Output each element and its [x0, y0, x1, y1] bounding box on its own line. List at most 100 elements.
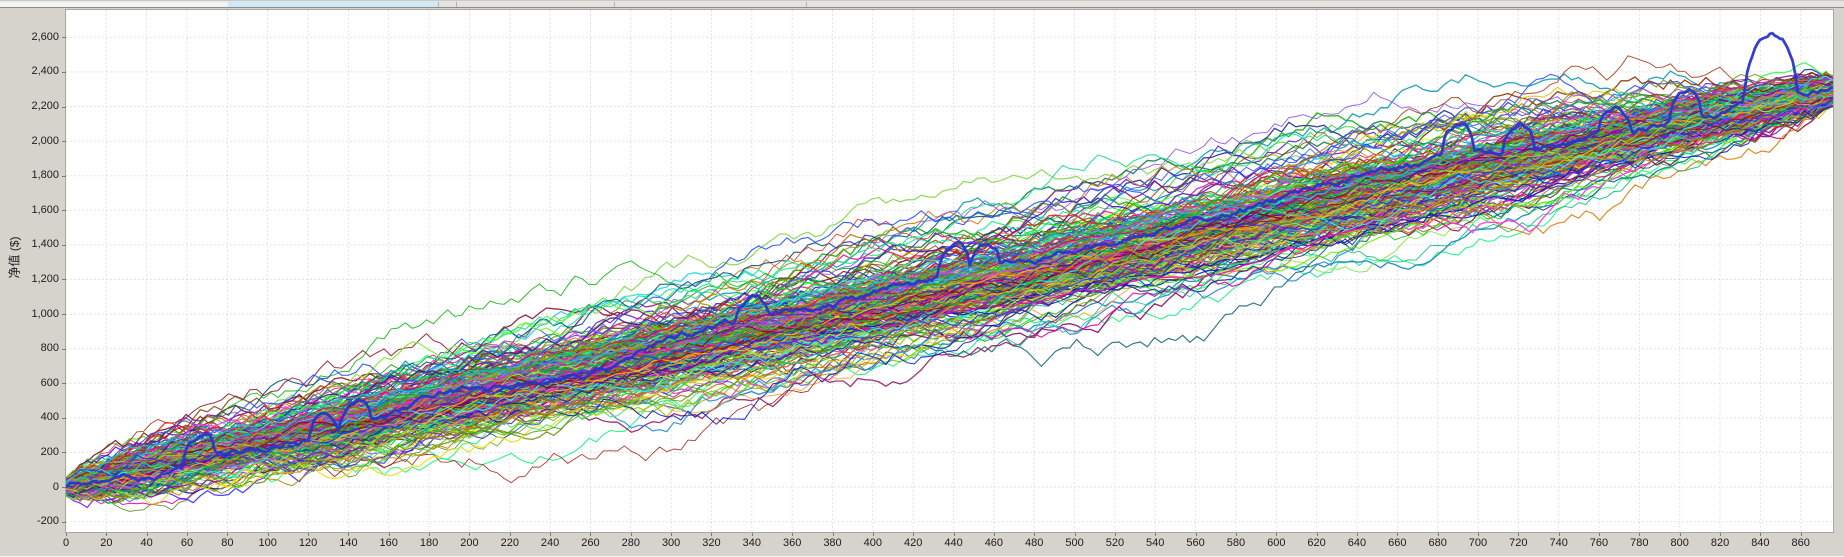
x-axis-tick	[267, 533, 269, 536]
x-tick-label: 840	[1751, 537, 1770, 549]
x-tick-label: 600	[1267, 537, 1286, 549]
x-axis-tick	[1518, 533, 1520, 536]
x-axis-tick	[550, 533, 552, 536]
tab-divider	[456, 2, 457, 8]
x-tick-label: 0	[62, 537, 70, 549]
y-tick-label: 0	[52, 480, 59, 493]
x-tick-label: 280	[621, 537, 640, 549]
x-tick-label: 100	[258, 537, 277, 549]
x-axis-tick	[1760, 533, 1762, 536]
x-tick-label: 340	[742, 537, 761, 549]
x-tick-label: 860	[1791, 537, 1810, 549]
y-tick-label: 1,400	[31, 238, 59, 251]
tab-divider	[614, 2, 615, 8]
y-axis-tick	[62, 452, 66, 454]
y-tick-label: 1,200	[31, 272, 59, 285]
tab-divider	[438, 2, 439, 8]
x-tick-label: 380	[823, 537, 842, 549]
x-tick-label: 800	[1670, 537, 1689, 549]
y-axis-tick	[62, 106, 66, 108]
y-tick-label: -200	[36, 515, 59, 528]
x-axis-tick	[1720, 533, 1722, 536]
y-axis-tick	[62, 521, 66, 523]
series-line	[66, 90, 1833, 488]
x-axis-tick	[1800, 533, 1802, 536]
x-tick-label: 500	[1065, 537, 1084, 549]
x-axis-tick	[872, 533, 874, 536]
tab-strip-left-segment	[0, 2, 228, 8]
x-axis-tick	[792, 533, 794, 536]
series-line	[66, 78, 1833, 497]
x-tick-label: 680	[1428, 537, 1447, 549]
x-axis-tick	[308, 533, 310, 536]
x-axis-tick	[590, 533, 592, 536]
series-line	[66, 75, 1833, 483]
y-tick-label: 800	[40, 342, 59, 355]
simulation-series-group	[66, 55, 1833, 512]
x-tick-label: 200	[460, 537, 479, 549]
chart-panel: 净值 ($) 0 20 40 60 80 100 120 140 160 180 200 220 240…	[0, 7, 1844, 557]
series-line	[66, 86, 1833, 483]
x-axis-tick	[509, 533, 511, 536]
x-tick-label: 60	[180, 537, 194, 549]
y-tick-label: 2,600	[31, 30, 59, 43]
x-tick-label: 40	[140, 537, 153, 549]
series-line	[66, 90, 1833, 498]
series-line	[66, 101, 1833, 491]
x-axis-tick	[1558, 533, 1560, 536]
x-axis-tick	[711, 533, 713, 536]
x-axis-tick	[1639, 533, 1641, 536]
x-tick-label: 420	[904, 537, 923, 549]
y-axis-tick	[62, 487, 66, 489]
x-axis-tick	[1316, 533, 1318, 536]
x-axis-tick	[1074, 533, 1076, 536]
x-axis-tick	[1235, 533, 1237, 536]
y-tick-label: 1,600	[31, 203, 59, 216]
x-axis-tick	[671, 533, 673, 536]
x-axis-tick	[1437, 533, 1439, 536]
x-axis-tick	[953, 533, 955, 536]
y-axis-title: 净值 ($)	[7, 236, 22, 279]
y-axis-tick	[62, 71, 66, 73]
x-tick-label: 700	[1468, 537, 1488, 549]
x-tick-label: 640	[1347, 537, 1367, 549]
y-tick-label: 2,000	[31, 134, 59, 147]
x-axis-tick	[429, 533, 431, 536]
series-line	[66, 100, 1833, 501]
x-tick-label: 80	[221, 537, 234, 549]
active-tab-sliver[interactable]	[228, 2, 438, 8]
x-tick-label: 560	[1186, 537, 1205, 549]
x-tick-label: 20	[100, 537, 113, 549]
series-line	[66, 72, 1833, 482]
x-axis-tick	[388, 533, 390, 536]
x-axis-tick	[1397, 533, 1399, 536]
x-axis-tick	[106, 533, 108, 536]
series-line	[66, 78, 1833, 493]
x-tick-label: 440	[944, 537, 963, 549]
x-tick-label: 460	[984, 537, 1004, 549]
y-tick-label: 1,800	[31, 169, 59, 182]
tab-strip	[0, 0, 1844, 8]
y-axis-tick	[62, 37, 66, 39]
y-axis-tick	[62, 279, 66, 281]
x-axis-tick	[187, 533, 189, 536]
y-axis-tick	[62, 314, 66, 316]
x-tick-label: 740	[1549, 537, 1568, 549]
plot-area[interactable]	[65, 9, 1834, 533]
x-axis-tick	[469, 533, 471, 536]
x-tick-label: 160	[379, 537, 398, 549]
series-line	[66, 80, 1833, 496]
x-tick-label: 320	[702, 537, 721, 549]
y-tick-label: 1,000	[31, 307, 59, 320]
x-tick-label: 760	[1589, 537, 1609, 549]
x-tick-label: 120	[298, 537, 318, 549]
x-axis-tick	[1599, 533, 1600, 536]
x-axis-tick	[1034, 533, 1036, 536]
x-axis-tick	[348, 533, 350, 536]
y-tick-label: 2,200	[31, 100, 59, 112]
x-axis-tick	[66, 533, 67, 536]
x-tick-label: 140	[339, 537, 358, 549]
highlight-series-line	[66, 31, 1833, 489]
x-axis-tick	[832, 533, 834, 536]
x-tick-label: 180	[419, 537, 439, 549]
